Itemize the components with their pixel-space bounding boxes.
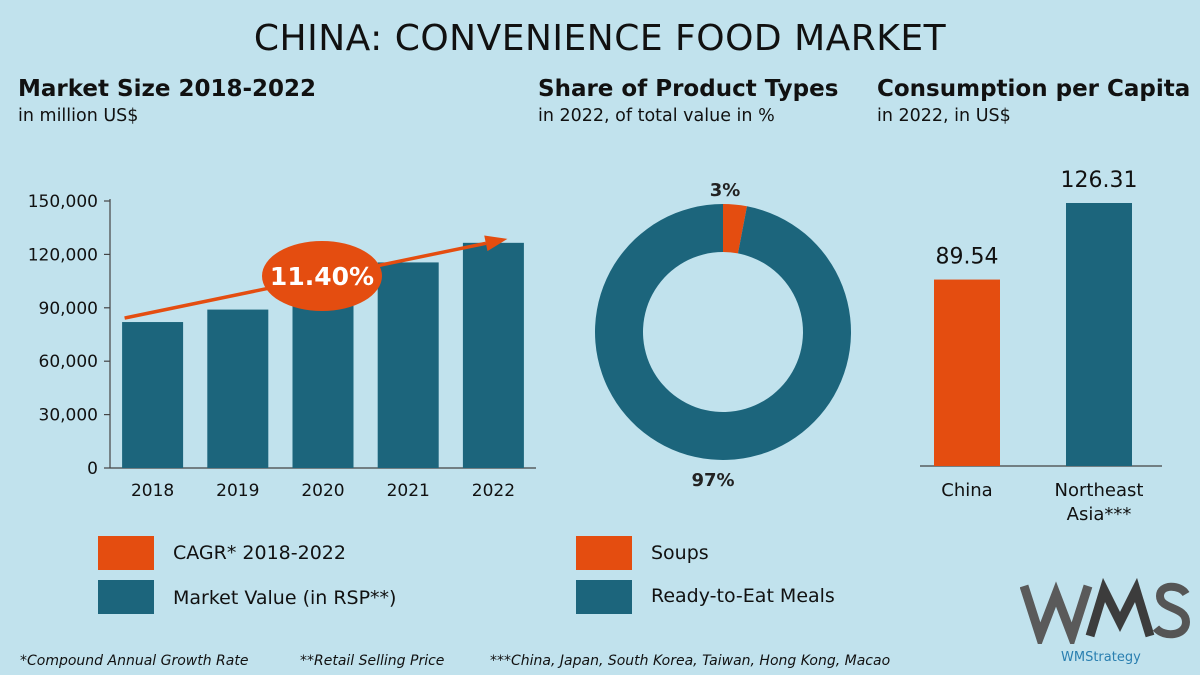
legend-swatch-cagr	[98, 536, 154, 570]
share-subtitle: in 2022, of total value in %	[538, 106, 775, 126]
bar-2018	[122, 322, 184, 468]
page-title: CHINA: CONVENIENCE FOOD MARKET	[253, 18, 947, 59]
market-size-chart: 0 30,000 60,000 90,000 120,000 150,000 2018 201…	[28, 192, 536, 501]
value-label: 89.54	[936, 245, 999, 270]
y-tick-label: 90,000	[39, 299, 98, 319]
bar-2021	[377, 262, 439, 468]
legend-label-soups: Soups	[651, 542, 709, 564]
cagr-bubble	[262, 241, 382, 311]
x-tick-label: 2022	[472, 481, 515, 501]
per-capita-chart: 89.54 China 126.31 Northeast Asia***	[920, 168, 1162, 525]
value-label: 126.31	[1061, 168, 1138, 193]
bar-northeast-asia-	[1066, 203, 1132, 466]
y-tick-label: 60,000	[39, 352, 98, 372]
legend-label-market-value: Market Value (in RSP**)	[173, 587, 397, 609]
cagr-value-label: 11.40%	[270, 262, 374, 291]
x-tick-label: Northeast	[1055, 480, 1144, 501]
legend-swatch-soups	[576, 536, 632, 570]
footnote-cagr: *Compound Annual Growth Rate	[20, 653, 249, 669]
logo-wordmark: WMStrategy	[1061, 650, 1141, 665]
donut-slice-soups	[723, 204, 747, 254]
market-size-title: Market Size 2018-2022	[18, 76, 317, 102]
x-tick-label: Asia***	[1067, 504, 1132, 525]
x-tick-label: 2020	[301, 481, 344, 501]
market-size-subtitle: in million US$	[18, 106, 139, 126]
bar-2020	[292, 290, 354, 468]
bar-2019	[207, 309, 269, 468]
footnote-rsp: **Retail Selling Price	[300, 653, 445, 669]
donut-slice-ready-to-eat-meals	[595, 204, 851, 460]
slice-label-ready-meals: 97%	[691, 470, 734, 491]
legend-swatch-ready-meals	[576, 580, 632, 614]
wmstrategy-logo	[1020, 577, 1190, 644]
x-tick-label: 2021	[387, 481, 430, 501]
x-tick-label: China	[941, 480, 992, 501]
cagr-arrow-head	[484, 235, 508, 252]
share-title: Share of Product Types	[538, 76, 839, 102]
legend-label-ready-meals: Ready-to-Eat Meals	[651, 585, 835, 607]
y-tick-label: 150,000	[28, 192, 98, 212]
bar-china	[934, 279, 1000, 466]
x-tick-label: 2018	[131, 481, 174, 501]
y-tick-label: 30,000	[39, 406, 98, 426]
bar-2022	[462, 242, 524, 468]
per-capita-title: Consumption per Capita	[877, 76, 1191, 102]
slice-label-soups: 3%	[710, 180, 741, 201]
legend-swatch-market-value	[98, 580, 154, 614]
product-share-donut-chart: 3% 97%	[595, 180, 851, 491]
y-tick-label: 0	[87, 459, 98, 479]
per-capita-subtitle: in 2022, in US$	[877, 106, 1011, 126]
footnote-region: ***China, Japan, South Korea, Taiwan, Ho…	[490, 653, 891, 669]
y-tick-label: 120,000	[28, 245, 98, 265]
legend-label-cagr: CAGR* 2018-2022	[173, 542, 346, 564]
x-tick-label: 2019	[216, 481, 259, 501]
